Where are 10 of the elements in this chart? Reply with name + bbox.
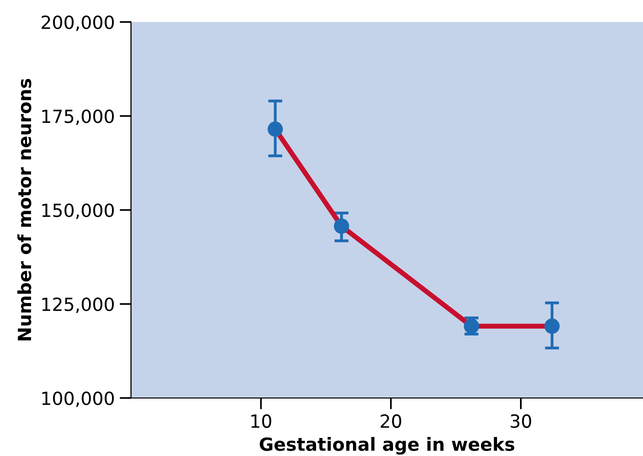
y-tick-label: 125,000	[42, 297, 114, 313]
y-tick-label: 200,000	[42, 15, 114, 31]
x-tick-label: 30	[510, 414, 532, 428]
x-axis-title: Gestational age in weeks	[260, 437, 514, 455]
x-tick-label: 20	[380, 414, 402, 428]
y-tick-label: 100,000	[42, 391, 114, 407]
x-tick-label: 10	[251, 414, 272, 428]
y-tick-label: 150,000	[42, 203, 114, 219]
y-axis-title: Number of motor neurons	[17, 78, 32, 340]
y-tick-label: 175,000	[42, 109, 114, 125]
